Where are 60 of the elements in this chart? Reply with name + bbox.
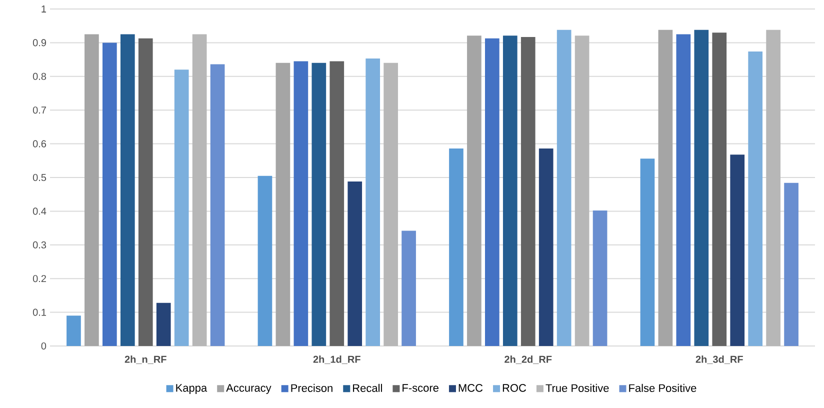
legend-label: ROC <box>502 384 526 392</box>
bar <box>658 30 673 346</box>
legend-label: Kappa <box>176 384 208 394</box>
bar <box>502 36 518 346</box>
bar <box>730 154 745 346</box>
x-tick-label: 2h_3d_RF <box>696 356 743 364</box>
bar <box>348 182 362 346</box>
bar <box>485 38 500 346</box>
bar <box>66 316 81 346</box>
bar <box>784 182 798 346</box>
y-tick-label: 0.7 <box>32 106 46 114</box>
bar <box>449 148 464 346</box>
y-tick-label: 0.1 <box>32 308 46 316</box>
bar <box>520 36 536 346</box>
y-tick-label: 0.5 <box>32 174 46 182</box>
y-tick-label: 0.6 <box>32 140 46 148</box>
bar <box>748 51 763 346</box>
y-tick-label: 1 <box>42 6 46 12</box>
bar <box>174 70 189 346</box>
bar <box>210 64 225 346</box>
bar <box>640 158 655 346</box>
bar <box>276 62 290 346</box>
y-tick-label: 0.4 <box>32 208 46 215</box>
x-tick-label: 2h_1d_RF <box>313 356 360 364</box>
bar <box>192 34 207 346</box>
legend-label: MCC <box>458 384 483 392</box>
bar <box>120 34 135 346</box>
bar <box>84 34 99 346</box>
bar <box>556 30 572 346</box>
legend-label: True Positive <box>546 384 609 392</box>
bar <box>766 30 780 346</box>
y-tick-label: 0 <box>41 342 46 350</box>
y-tick-label: 0.2 <box>32 275 46 282</box>
bar <box>330 61 344 346</box>
legend-label: Precison <box>291 384 332 392</box>
bar <box>538 148 554 346</box>
bar <box>712 32 727 346</box>
y-tick-label: 0.9 <box>32 39 46 46</box>
bar <box>402 230 416 346</box>
bar <box>312 62 326 346</box>
bar <box>366 58 380 346</box>
legend-label: Accuracy <box>226 384 272 394</box>
bar <box>384 62 398 346</box>
legend-label: Recall <box>353 384 382 392</box>
bar <box>676 34 691 346</box>
y-tick-label: 0.8 <box>32 72 46 80</box>
bar <box>574 36 590 346</box>
bar <box>102 42 117 346</box>
bar <box>258 176 272 346</box>
bar <box>467 36 482 346</box>
bar <box>694 30 709 346</box>
bar <box>592 210 608 346</box>
x-tick-label: 2h_n_RF <box>124 356 166 364</box>
y-tick-label: 0.3 <box>32 241 46 248</box>
bar <box>294 61 308 346</box>
legend-label: False Positive <box>629 384 696 392</box>
x-tick-label: 2h_2d_RF <box>504 356 552 364</box>
bar <box>156 302 171 346</box>
legend-label: F-score <box>402 384 438 392</box>
bar <box>138 38 153 346</box>
